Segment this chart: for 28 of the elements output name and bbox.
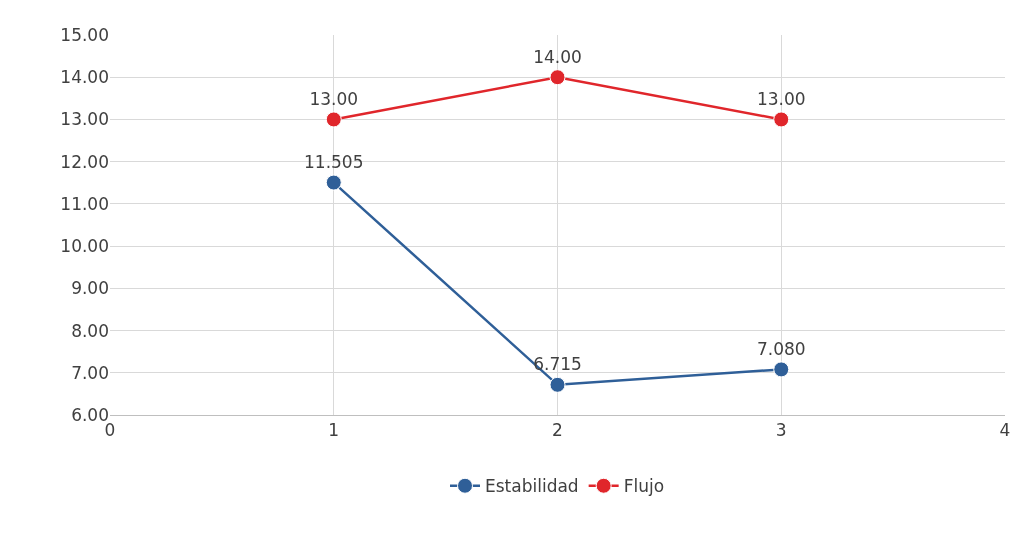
y-tick-label: 10.00 [60,236,109,257]
point [549,376,566,393]
y-tick-label: 14.00 [60,67,109,88]
y-tick-label: 7.00 [71,362,109,383]
y-tick-label: 8.00 [71,320,109,341]
legend-label: Estabilidad [485,476,579,497]
y-tick-label: 12.00 [60,151,109,172]
point [549,69,566,86]
x-tick-label: 1 [328,420,340,441]
y-tick-label: 13.00 [60,109,109,130]
data-label: 14.00 [533,46,582,67]
legend-label: Flujo [623,476,665,497]
data-label: 13.00 [756,88,806,109]
data-label: 6.715 [533,354,582,375]
data-label: 11.505 [304,151,364,172]
y-tick-label: 9.00 [71,278,109,299]
x-tick-label: 3 [775,420,787,441]
point [325,111,342,128]
y-tick-label: 11.00 [60,193,109,214]
x-tick-label: 4 [999,420,1011,441]
x-tick-label: 0 [104,420,116,441]
point [325,174,342,191]
y-tick-label: 15.00 [60,24,109,45]
point [773,111,790,128]
data-label: 13.00 [309,88,359,109]
point [773,361,790,378]
x-tick-label: 2 [552,420,563,441]
data-label: 7.080 [756,338,806,359]
